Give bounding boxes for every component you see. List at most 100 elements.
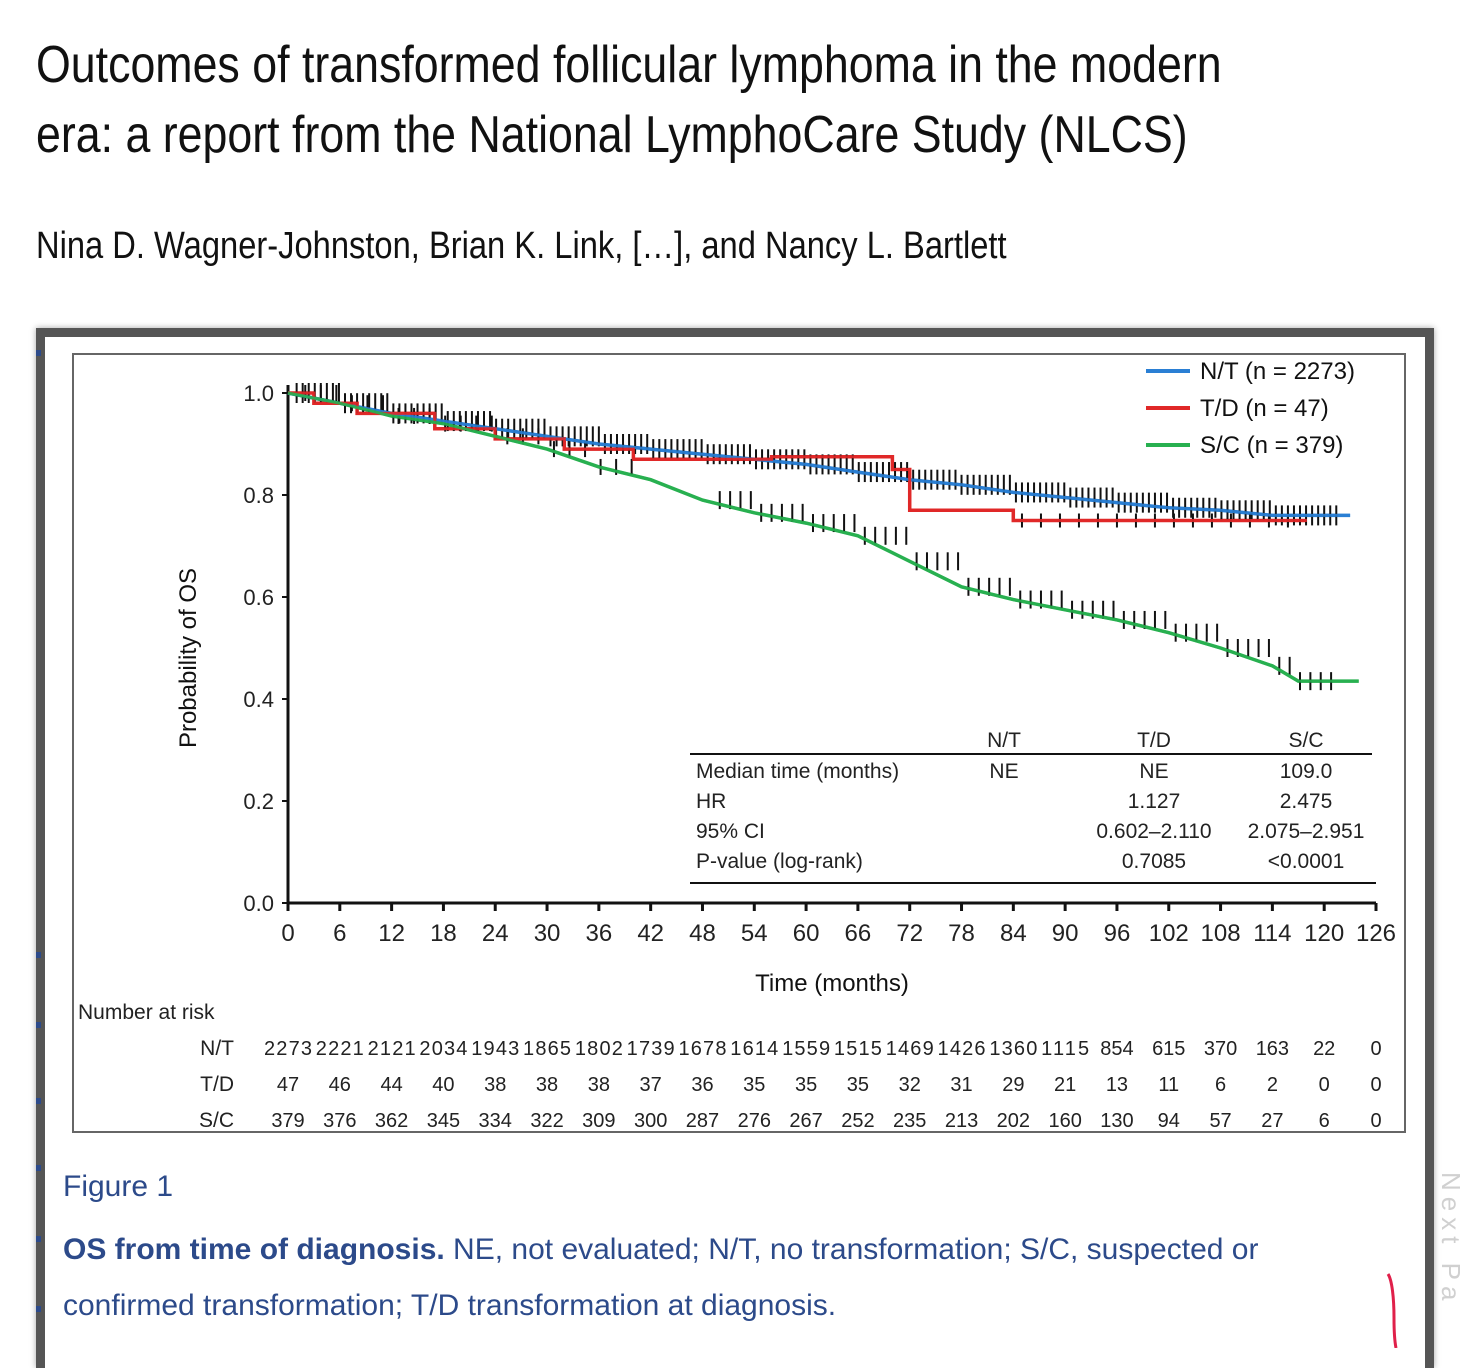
annotation-mark — [1386, 1273, 1398, 1348]
edge-mark — [36, 1022, 41, 1028]
x-tick-label: 66 — [845, 920, 872, 947]
stats-cell: P-value (log-rank) — [696, 850, 863, 873]
x-tick-label: 120 — [1304, 920, 1344, 947]
author-list[interactable]: Nina D. Wagner-Johnston, Brian K. Link, … — [36, 225, 1007, 267]
risk-cell: 38 — [588, 1074, 610, 1096]
stats-cell: 1.127 — [1128, 790, 1181, 813]
stats-cell: NE — [1139, 760, 1168, 783]
y-tick-label: 0.2 — [243, 789, 274, 814]
legend-entry: S/C (n = 379) — [1200, 432, 1343, 459]
stats-header: N/T — [987, 729, 1021, 752]
x-tick-label: 126 — [1356, 920, 1396, 947]
risk-cell: 35 — [847, 1074, 869, 1096]
risk-cell: 11 — [1158, 1074, 1179, 1096]
figure-image[interactable]: 0.0 0.2 0.4 0.6 0.8 1.0 0 6 12 18 24 30 36 42 48 54 60 66… — [72, 353, 1406, 1133]
y-tick-label: 0.0 — [243, 891, 274, 916]
risk-cell: 2 — [1267, 1074, 1278, 1096]
stats-cell: NE — [989, 760, 1018, 783]
stats-cell: 95% CI — [696, 820, 765, 843]
risk-row-label: N/T — [200, 1037, 234, 1060]
x-tick-label: 18 — [430, 920, 457, 947]
y-tick-label: 0.8 — [243, 483, 274, 508]
x-tick-label: 42 — [637, 920, 664, 947]
risk-cell: 379 — [271, 1110, 304, 1131]
risk-cell: 0 — [1370, 1074, 1381, 1096]
risk-cell: 345 — [427, 1110, 460, 1131]
risk-cell: 27 — [1261, 1110, 1283, 1131]
risk-cell: 0 — [1319, 1074, 1330, 1096]
risk-cell: 94 — [1158, 1110, 1180, 1131]
risk-cell: 0 — [1370, 1038, 1381, 1060]
x-axis-label: Time (months) — [755, 970, 909, 997]
stats-header: T/D — [1137, 729, 1171, 752]
x-tick-label: 108 — [1201, 920, 1241, 947]
risk-cell: 1115 — [1041, 1038, 1089, 1060]
caption-text: NE, not evaluated; N/T, no transformatio… — [63, 1233, 1259, 1322]
stats-cell: 109.0 — [1280, 760, 1333, 783]
stats-cell: HR — [696, 790, 726, 813]
risk-cell: 1614 — [730, 1038, 778, 1060]
stats-cell: 0.602–2.110 — [1096, 820, 1211, 843]
risk-cell: 2121 — [368, 1038, 416, 1060]
x-tick-label: 84 — [1000, 920, 1027, 947]
risk-cell: 267 — [789, 1110, 822, 1131]
x-tick-label: 96 — [1104, 920, 1131, 947]
edge-mark — [36, 1236, 41, 1242]
next-page-tab[interactable]: Next Pa — [1436, 1172, 1466, 1307]
stats-cell: 2.075–2.951 — [1248, 820, 1365, 843]
x-tick-label: 12 — [378, 920, 405, 947]
risk-cell: 2221 — [316, 1038, 364, 1060]
risk-cell: 35 — [743, 1074, 765, 1096]
risk-cell: 29 — [1002, 1074, 1024, 1096]
risk-cell: 0 — [1370, 1110, 1381, 1131]
series-line-overlay — [287, 391, 1351, 517]
risk-cell: 300 — [634, 1110, 667, 1131]
edge-mark — [36, 350, 41, 356]
risk-cell: 31 — [950, 1074, 972, 1096]
edge-mark — [36, 1306, 41, 1312]
risk-cell: 47 — [277, 1074, 299, 1096]
legend-entry: T/D (n = 47) — [1200, 395, 1329, 422]
risk-cell: 13 — [1106, 1074, 1128, 1096]
risk-cell: 2273 — [264, 1038, 312, 1060]
x-tick-label: 78 — [948, 920, 975, 947]
risk-cell: 252 — [841, 1110, 874, 1131]
paper-title: Outcomes of transformed follicular lymph… — [36, 36, 1222, 164]
edge-mark — [36, 1165, 41, 1171]
risk-cell: 38 — [484, 1074, 506, 1096]
y-axis-label: Probability of OS — [175, 568, 202, 748]
y-tick-label: 1.0 — [243, 381, 274, 406]
risk-cell: 235 — [893, 1110, 926, 1131]
risk-cell: 1515 — [834, 1038, 882, 1060]
figure-label[interactable]: Figure 1 — [63, 1170, 174, 1203]
risk-cell: 6 — [1319, 1110, 1330, 1131]
risk-cell: 57 — [1209, 1110, 1231, 1131]
risk-cell: 37 — [640, 1074, 662, 1096]
risk-cell: 213 — [945, 1110, 978, 1131]
risk-cell: 36 — [691, 1074, 713, 1096]
x-tick-label: 54 — [741, 920, 768, 947]
stats-cell: Median time (months) — [696, 760, 899, 783]
series-line-overlay — [287, 391, 1359, 683]
stats-cell: 0.7085 — [1122, 850, 1186, 873]
x-tick-label: 72 — [896, 920, 923, 947]
risk-cell: 334 — [479, 1110, 512, 1131]
risk-cell: 6 — [1215, 1074, 1226, 1096]
x-tick-label: 6 — [333, 920, 346, 947]
risk-cell: 44 — [380, 1074, 402, 1096]
series-line-s-c — [287, 391, 1359, 683]
x-tick-label: 0 — [281, 920, 294, 947]
risk-cell: 1802 — [575, 1038, 623, 1060]
caption-bold: OS from time of diagnosis. — [63, 1233, 445, 1266]
risk-cell: 376 — [323, 1110, 356, 1131]
risk-cell: 202 — [997, 1110, 1030, 1131]
risk-cell: 40 — [432, 1074, 454, 1096]
risk-cell: 38 — [536, 1074, 558, 1096]
risk-cell: 309 — [582, 1110, 615, 1131]
legend-entry: N/T (n = 2273) — [1200, 358, 1355, 385]
x-tick-label: 24 — [482, 920, 509, 947]
risk-cell: 35 — [795, 1074, 817, 1096]
x-tick-label: 114 — [1253, 920, 1291, 947]
risk-cell: 32 — [899, 1074, 921, 1096]
risk-cell: 1426 — [938, 1038, 986, 1060]
